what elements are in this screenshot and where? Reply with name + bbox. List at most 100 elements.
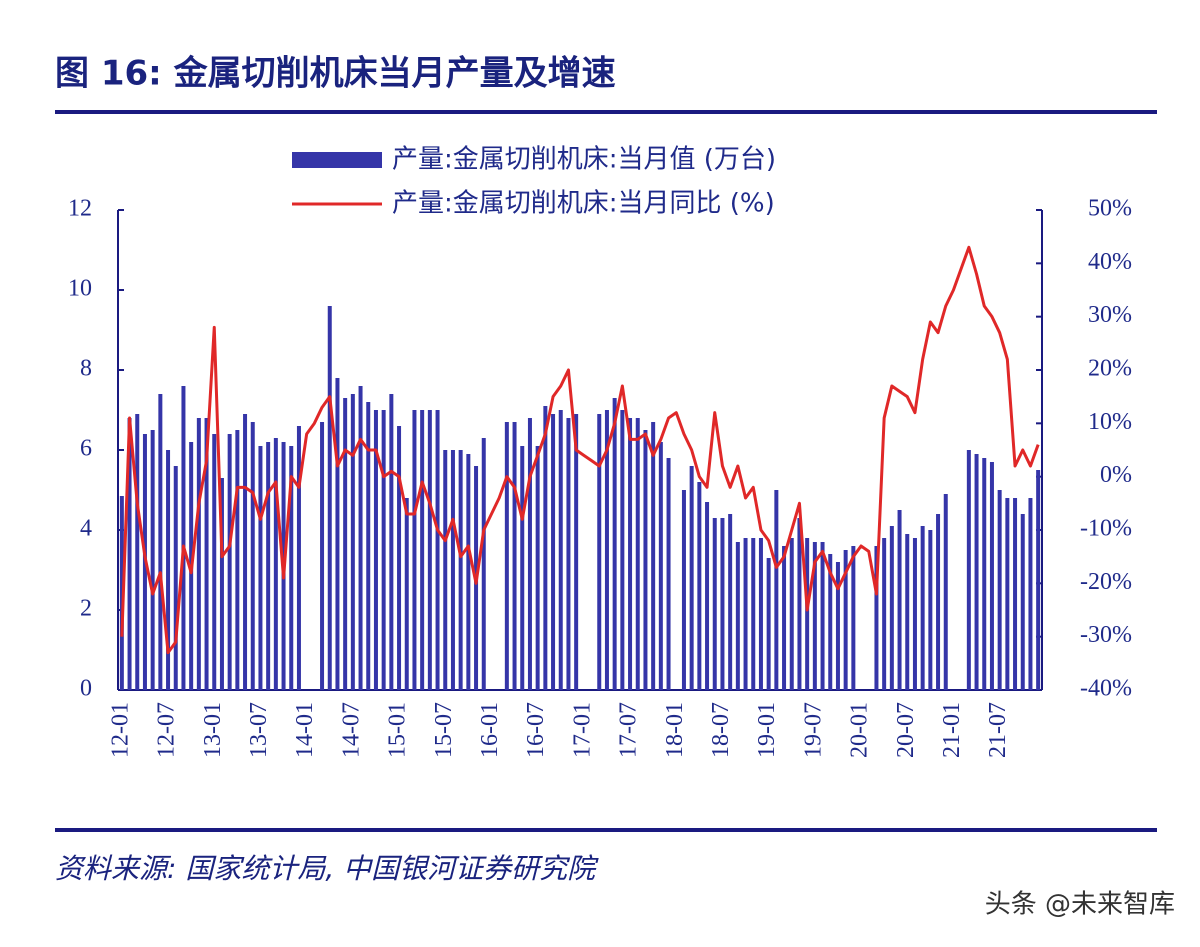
bar (974, 454, 979, 690)
bar (1005, 498, 1010, 690)
bar (835, 562, 840, 690)
bar (874, 546, 879, 690)
x-tick-label: 19-01 (754, 702, 780, 758)
bar (427, 410, 432, 690)
chart-title: 图 16: 金属切削机床当月产量及增速 (55, 54, 616, 94)
bar (651, 422, 656, 690)
bar (1013, 498, 1018, 690)
bar (150, 430, 155, 690)
bar (943, 494, 948, 690)
x-tick-label: 12-07 (154, 702, 180, 758)
bar (243, 414, 248, 690)
bar (920, 526, 925, 690)
bar (166, 450, 171, 690)
bar (789, 538, 794, 690)
bar (397, 426, 402, 690)
x-tick-label: 20-01 (847, 702, 873, 758)
bar (512, 422, 517, 690)
y-tick-label: 0 (80, 676, 92, 702)
legend-swatch (292, 152, 382, 168)
y-tick-label: 10 (68, 276, 92, 302)
watermark: 头条 @未来智库 (985, 890, 1175, 920)
x-tick-label: 18-01 (662, 702, 688, 758)
x-tick-label: 21-07 (985, 702, 1011, 758)
legend-label: 产量:金属切削机床:当月同比 (%) (392, 189, 775, 219)
bar (135, 414, 140, 690)
bar (666, 458, 671, 690)
x-tick-label: 15-07 (431, 702, 457, 758)
bar (828, 554, 833, 690)
bar (558, 410, 563, 690)
bar (196, 418, 201, 690)
bar (782, 546, 787, 690)
bar (273, 438, 278, 690)
bar (689, 466, 694, 690)
bar (612, 398, 617, 690)
x-tick-label: 14-07 (338, 702, 364, 758)
bar (774, 490, 779, 690)
source: 资料来源: 国家统计局, 中国银河证券研究院 (55, 852, 599, 885)
bar (1028, 498, 1033, 690)
x-tick-label: 21-01 (939, 702, 965, 758)
bar (219, 478, 224, 690)
bar (335, 378, 340, 690)
bar (158, 394, 163, 690)
bar (843, 550, 848, 690)
bar (450, 450, 455, 690)
x-tick-label: 16-01 (477, 702, 503, 758)
y-tick-label: 2 (80, 596, 92, 622)
bar (751, 538, 756, 690)
bar (604, 410, 609, 690)
bar (628, 418, 633, 690)
x-tick-label: 14-01 (292, 702, 318, 758)
bar (173, 466, 178, 690)
bar (366, 402, 371, 690)
x-tick-label: 16-07 (523, 702, 549, 758)
y2-tick-label: 0% (1100, 462, 1132, 488)
bar (289, 446, 294, 690)
y2-tick-label: -40% (1080, 676, 1132, 702)
bar (381, 410, 386, 690)
y2-tick-label: 40% (1088, 249, 1132, 275)
bar (227, 434, 232, 690)
bar (597, 414, 602, 690)
bar (912, 538, 917, 690)
bar (620, 410, 625, 690)
bar (266, 442, 271, 690)
bar (350, 394, 355, 690)
bar (320, 422, 325, 690)
x-tick-label: 13-07 (246, 702, 272, 758)
bar (797, 518, 802, 690)
bar (535, 446, 540, 690)
bar (443, 450, 448, 690)
bar (697, 482, 702, 690)
y2-tick-label: 10% (1088, 409, 1132, 435)
bar (250, 422, 255, 690)
y-tick-label: 12 (68, 196, 92, 222)
bar (212, 434, 217, 690)
bar (712, 518, 717, 690)
bar (481, 438, 486, 690)
bar (1020, 514, 1025, 690)
bar (889, 526, 894, 690)
bar (435, 410, 440, 690)
bar (527, 418, 532, 690)
bar (574, 414, 579, 690)
y-tick-label: 4 (80, 516, 92, 542)
bar (936, 514, 941, 690)
bar (966, 450, 971, 690)
legend-label: 产量:金属切削机床:当月值 (万台) (392, 145, 776, 175)
x-tick-label: 12-01 (107, 702, 133, 758)
bar (812, 542, 817, 690)
bar (805, 538, 810, 690)
bar (897, 510, 902, 690)
bar (258, 446, 263, 690)
bar (735, 542, 740, 690)
bar (327, 306, 332, 690)
bar (204, 418, 209, 690)
x-tick-label: 13-01 (200, 702, 226, 758)
y2-tick-label: 20% (1088, 356, 1132, 382)
bar (420, 410, 425, 690)
bar (758, 538, 763, 690)
line (120, 245, 1040, 655)
